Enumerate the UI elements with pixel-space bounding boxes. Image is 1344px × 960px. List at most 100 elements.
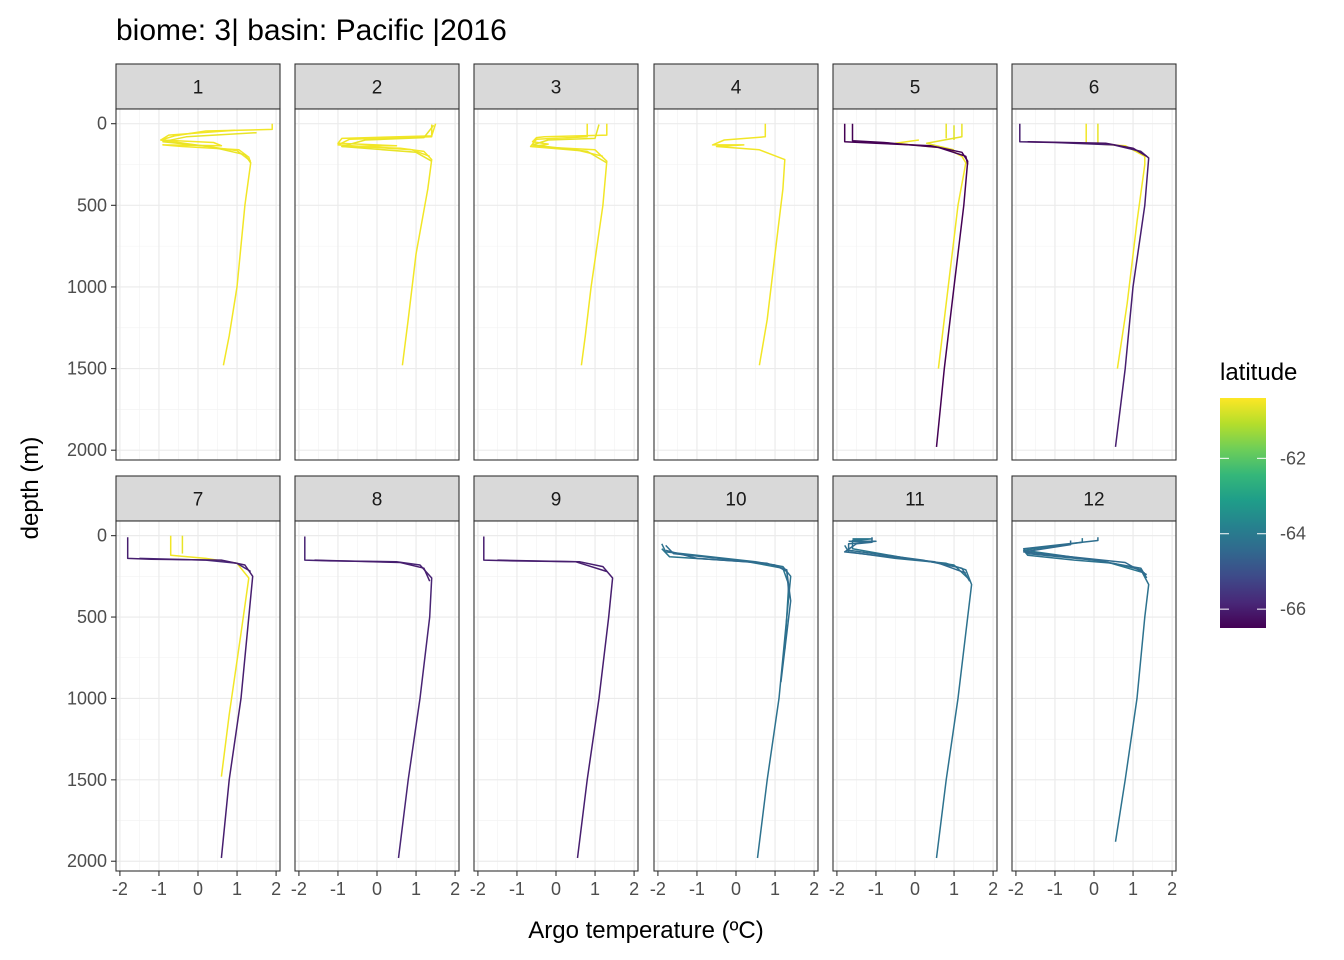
profile-line [337,123,437,366]
facet-strip-label: 10 [725,490,746,511]
x-tick-label: -2 [470,879,486,899]
x-tick-label: 0 [731,879,741,899]
facet-strip-label: 2 [372,78,383,99]
profile-line [162,131,257,164]
y-tick-label: 2000 [67,851,107,871]
profile-line [1022,538,1146,574]
profile-line [661,548,790,650]
x-tick-label: 1 [232,879,242,899]
facet-strip-label: 5 [910,78,921,99]
facet-strip [1011,475,1177,522]
facet-panel-11: 11 -2 -1 0 1 2 [829,475,998,899]
facet-panel-3: 3 [473,63,639,461]
profile-line [843,537,967,574]
facet-strip [653,63,819,110]
profile-line [1023,549,1150,842]
x-tick-label: 0 [1089,879,1099,899]
facet-panel-2: 2 [294,63,460,461]
y-tick-label: 0 [97,526,107,546]
y-tick-label: 0 [97,114,107,134]
profile-lines [529,123,608,366]
legend-colorbar [1220,398,1266,628]
facet-panel-1: 1 0 500 1000 1500 2000 [67,63,281,461]
facet-panel-5: 5 [832,63,998,461]
facet-strip [294,475,460,522]
x-tick-label: -1 [1047,879,1063,899]
x-tick-label: -1 [868,879,884,899]
x-tick-label: -2 [829,879,845,899]
x-tick-label: 0 [193,879,203,899]
facet-strip-label: 1 [193,78,204,99]
profile-line [169,535,250,777]
profile-line [1022,537,1148,579]
profile-line [851,123,969,165]
x-tick-label: 2 [629,879,639,899]
x-tick-label: 0 [551,879,561,899]
facet-strip-label: 8 [372,490,383,511]
legend-title: latitude [1220,359,1297,386]
x-tick-label: -1 [689,879,705,899]
y-tick-label: 1500 [67,770,107,790]
legend-tick-label: -64 [1280,524,1306,544]
facet-strip-label: 7 [193,490,204,511]
x-tick-label: 2 [809,879,819,899]
panel-border [653,108,819,461]
panel-border [1011,108,1177,461]
profile-lines [160,123,273,366]
facet-panel-6: 6 [1011,63,1177,461]
profile-line [1022,540,1148,576]
profile-lines [843,123,969,447]
facet-strip [473,475,639,522]
x-tick-label: 1 [411,879,421,899]
profile-lines [304,536,433,859]
y-tick-label: 1500 [67,359,107,379]
x-tick-label: 1 [590,879,600,899]
profile-line [925,123,963,151]
profile-line [341,124,435,162]
profile-line [665,549,790,593]
profile-line [126,537,254,859]
x-tick-label: 2 [988,879,998,899]
x-tick-label: 1 [1128,879,1138,899]
profile-lines [337,123,437,366]
x-tick-label: -2 [112,879,128,899]
panel-border [115,108,281,461]
profile-line [314,559,431,582]
x-axis-title: Argo temperature (ºC) [528,917,764,944]
x-tick-label: -2 [291,879,307,899]
facet-strip [473,63,639,110]
profile-lines [843,537,973,859]
chart-title: biome: 3| basin: Pacific |2016 [116,14,507,47]
facet-strip [115,63,281,110]
y-tick-label: 500 [77,195,107,215]
panel-border [294,108,460,461]
facet-strip-label: 4 [731,78,742,99]
x-tick-label: 1 [770,879,780,899]
y-tick-label: 500 [77,607,107,627]
y-tick-label: 1000 [67,277,107,297]
x-tick-label: -2 [650,879,666,899]
y-tick-label: 2000 [67,440,107,460]
facet-strip [832,475,998,522]
x-tick-label: -1 [509,879,525,899]
profile-lines [661,543,792,859]
facet-panel-12: 12-2 -1 0 1 2 [1008,475,1177,899]
legend-tick-label: -62 [1280,448,1306,468]
facet-strip-label: 6 [1089,78,1100,99]
facet-strip-label: 9 [551,490,562,511]
facet-panel-9: 9 -2 -1 0 1 2 [470,475,639,899]
facet-strip [832,63,998,110]
facet-strip [653,475,819,522]
profile-lines [711,123,786,366]
x-tick-label: -1 [151,879,167,899]
profile-lines [1022,537,1150,842]
profile-line [1027,140,1148,157]
x-tick-label: 1 [949,879,959,899]
facet-strip-label: 3 [551,78,562,99]
profile-lines [1019,123,1150,447]
legend-tick-label: -66 [1280,599,1306,619]
panel-border [473,108,639,461]
facet-strip-label: 12 [1083,490,1104,511]
y-axis-title: depth (m) [17,437,44,540]
x-tick-label: 0 [372,879,382,899]
